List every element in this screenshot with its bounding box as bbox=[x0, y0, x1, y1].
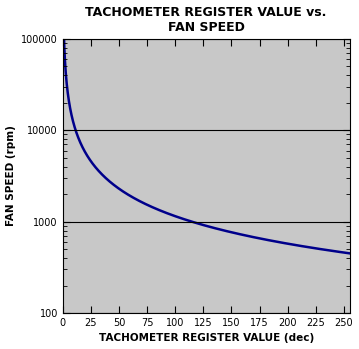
Y-axis label: FAN SPEED (rpm): FAN SPEED (rpm) bbox=[5, 126, 15, 227]
X-axis label: TACHOMETER REGISTER VALUE (dec): TACHOMETER REGISTER VALUE (dec) bbox=[98, 333, 314, 343]
Title: TACHOMETER REGISTER VALUE vs.
FAN SPEED: TACHOMETER REGISTER VALUE vs. FAN SPEED bbox=[85, 6, 327, 34]
